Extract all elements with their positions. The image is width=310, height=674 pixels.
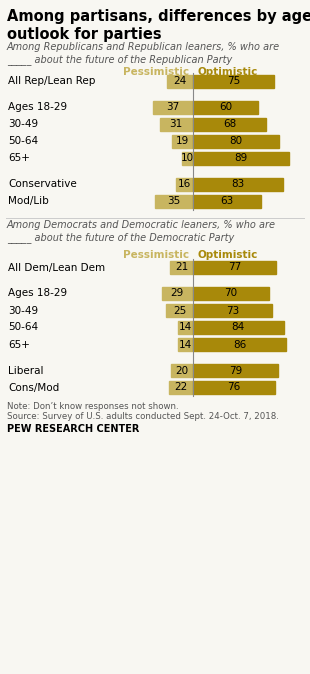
Bar: [182, 152, 193, 164]
Text: 50-64: 50-64: [8, 136, 38, 146]
Text: 14: 14: [179, 340, 192, 350]
Text: 65+: 65+: [8, 340, 30, 350]
Text: 63: 63: [220, 196, 234, 206]
Text: 83: 83: [231, 179, 245, 189]
Text: Pessimistic: Pessimistic: [123, 249, 189, 259]
Text: Source: Survey of U.S. adults conducted Sept. 24-Oct. 7, 2018.: Source: Survey of U.S. adults conducted …: [7, 412, 279, 421]
Bar: [193, 381, 275, 394]
Text: Liberal: Liberal: [8, 365, 43, 375]
Bar: [193, 135, 279, 148]
Bar: [193, 195, 261, 208]
Text: 76: 76: [228, 383, 241, 392]
Text: 16: 16: [178, 179, 191, 189]
Text: All Rep/Lean Rep: All Rep/Lean Rep: [8, 76, 95, 86]
Bar: [193, 287, 268, 300]
Bar: [193, 100, 258, 113]
Text: 30-49: 30-49: [8, 305, 38, 315]
Text: 24: 24: [173, 76, 187, 86]
Bar: [169, 381, 193, 394]
Bar: [166, 304, 193, 317]
Bar: [193, 321, 284, 334]
Bar: [155, 195, 193, 208]
Text: 29: 29: [171, 288, 184, 299]
Text: 75: 75: [227, 76, 240, 86]
Bar: [160, 117, 193, 131]
Bar: [178, 321, 193, 334]
Bar: [167, 75, 193, 88]
Text: Among partisans, differences by age in
outlook for parties: Among partisans, differences by age in o…: [7, 9, 310, 42]
Text: Ages 18-29: Ages 18-29: [8, 288, 67, 299]
Text: 77: 77: [228, 262, 241, 272]
Text: 10: 10: [181, 153, 194, 163]
Bar: [172, 135, 193, 148]
Bar: [178, 338, 193, 351]
Bar: [153, 100, 193, 113]
Text: 37: 37: [166, 102, 180, 112]
Text: 84: 84: [232, 322, 245, 332]
Text: 25: 25: [173, 305, 186, 315]
Text: Optimistic: Optimistic: [197, 249, 257, 259]
Text: 50-64: 50-64: [8, 322, 38, 332]
Text: Optimistic: Optimistic: [197, 67, 257, 77]
Text: Mod/Lib: Mod/Lib: [8, 196, 49, 206]
Text: 65+: 65+: [8, 153, 30, 163]
Text: 68: 68: [223, 119, 236, 129]
Text: 79: 79: [229, 365, 242, 375]
Text: 35: 35: [167, 196, 181, 206]
Text: Cons/Mod: Cons/Mod: [8, 383, 59, 392]
Bar: [193, 75, 274, 88]
Bar: [193, 261, 276, 274]
Text: 21: 21: [175, 262, 188, 272]
Text: 22: 22: [175, 383, 188, 392]
Text: 89: 89: [234, 153, 248, 163]
Bar: [176, 177, 193, 191]
Text: 80: 80: [230, 136, 243, 146]
Bar: [193, 338, 286, 351]
Text: Ages 18-29: Ages 18-29: [8, 102, 67, 112]
Text: PEW RESEARCH CENTER: PEW RESEARCH CENTER: [7, 424, 140, 434]
Text: 86: 86: [233, 340, 246, 350]
Text: 14: 14: [179, 322, 192, 332]
Text: Note: Don’t know responses not shown.: Note: Don’t know responses not shown.: [7, 402, 179, 411]
Text: Among Democrats and Democratic leaners, % who are
_____ about the future of the : Among Democrats and Democratic leaners, …: [7, 220, 276, 243]
Text: 20: 20: [176, 365, 189, 375]
Bar: [193, 117, 266, 131]
Bar: [193, 364, 278, 377]
Bar: [171, 364, 193, 377]
Text: 31: 31: [170, 119, 183, 129]
Text: 30-49: 30-49: [8, 119, 38, 129]
Bar: [193, 304, 272, 317]
Text: Conservative: Conservative: [8, 179, 77, 189]
Text: 70: 70: [224, 288, 237, 299]
Text: 73: 73: [226, 305, 239, 315]
Text: 19: 19: [176, 136, 189, 146]
Text: Among Republicans and Republican leaners, % who are
_____ about the future of th: Among Republicans and Republican leaners…: [7, 42, 280, 65]
Text: 60: 60: [219, 102, 232, 112]
Bar: [162, 287, 193, 300]
Bar: [193, 152, 289, 164]
Bar: [193, 177, 283, 191]
Bar: [170, 261, 193, 274]
Text: Pessimistic: Pessimistic: [123, 67, 189, 77]
Text: All Dem/Lean Dem: All Dem/Lean Dem: [8, 262, 105, 272]
